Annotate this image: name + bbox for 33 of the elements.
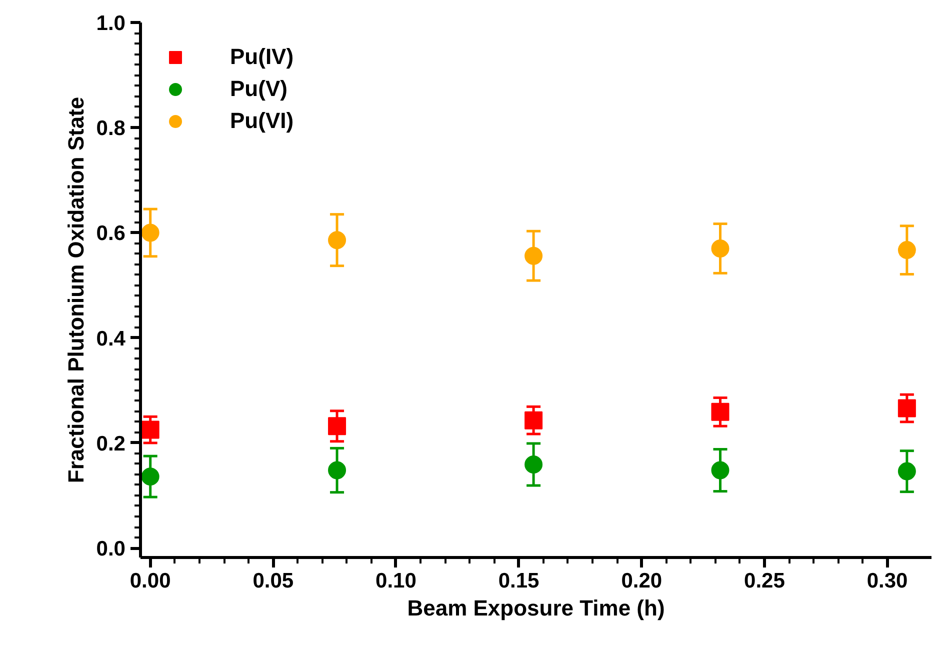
y-tick-label: 1.0	[96, 12, 126, 35]
y-axis-title: Fractional Plutonium Oxidation State	[63, 96, 88, 484]
point	[898, 462, 916, 480]
y-tick-label: 0.2	[96, 432, 126, 456]
legend-label: Pu(VI)	[230, 108, 294, 134]
y-tick-label: 0.4	[96, 327, 126, 350]
x-tick-label: 0.05	[252, 570, 294, 592]
point	[711, 461, 730, 480]
point	[141, 420, 160, 439]
y-tick-label: 0.8	[96, 117, 126, 140]
y-tick-label: 0.6	[96, 222, 126, 246]
x-tick-label: 0.10	[376, 570, 416, 592]
point	[711, 240, 730, 258]
x-tick-label: 0.00	[130, 570, 171, 592]
point	[141, 224, 160, 242]
x-tick-label: 0.30	[866, 570, 908, 592]
point	[898, 399, 916, 418]
point	[328, 461, 346, 480]
point	[524, 411, 543, 430]
point	[898, 241, 916, 260]
point	[524, 246, 543, 265]
legend-label: Pu(V)	[230, 76, 288, 102]
point	[711, 402, 730, 421]
point	[328, 231, 346, 250]
x-tick-label: 0.15	[498, 570, 540, 592]
point	[524, 455, 543, 474]
point	[141, 468, 160, 486]
x-axis-title: Beam Exposure Time (h)	[407, 596, 665, 620]
y-tick-label: 0.0	[96, 538, 126, 561]
legend-label: Pu(IV)	[230, 44, 294, 70]
point	[328, 417, 346, 436]
x-tick-label: 0.20	[621, 570, 662, 592]
x-tick-label: 0.25	[744, 570, 786, 592]
